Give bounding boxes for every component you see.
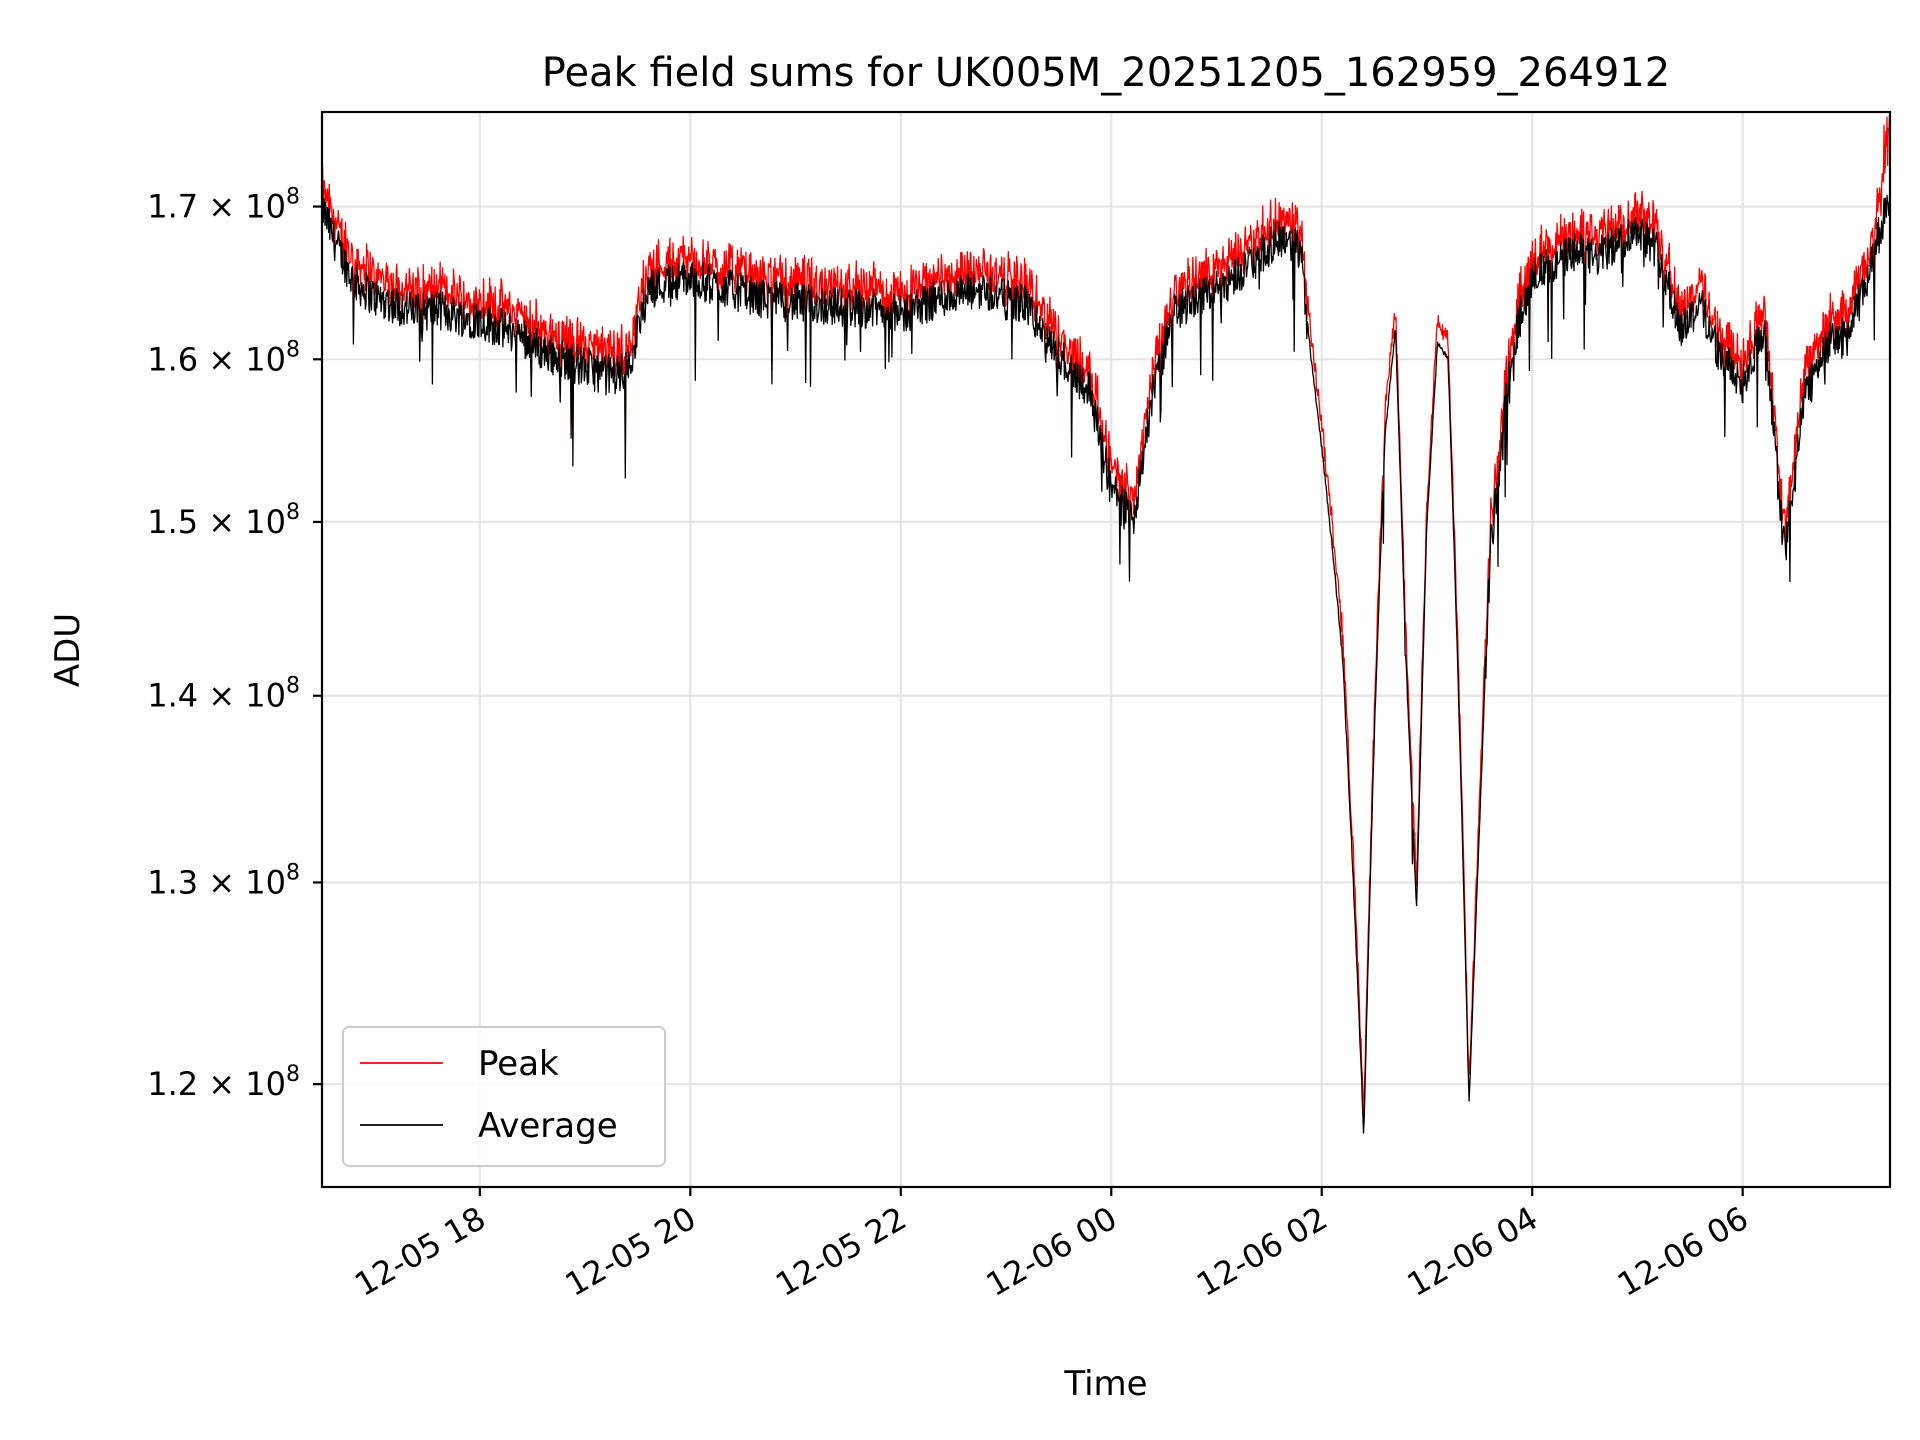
x-tick-label: 12-05 18 [348, 1199, 492, 1304]
x-tick-label: 12-06 06 [1611, 1199, 1755, 1304]
x-tick-label: 12-05 22 [769, 1199, 913, 1304]
legend: Peak Average [342, 1026, 666, 1167]
y-tick-label: 1.2 × 108 [147, 1062, 300, 1103]
x-tick-label: 12-06 04 [1401, 1199, 1545, 1304]
series-line-peak [321, 115, 1891, 1119]
y-tick-label: 1.5 × 108 [147, 500, 300, 541]
legend-peak-label: Peak [478, 1044, 559, 1084]
y-axis-label: ADU [48, 613, 88, 687]
plot-frame [320, 110, 1892, 1189]
legend-box [342, 1026, 666, 1167]
grid-layer [322, 112, 1890, 1187]
y-tick-label: 1.7 × 108 [147, 185, 300, 226]
series-line-average [321, 173, 1891, 1134]
series-layer [321, 115, 1891, 1134]
y-tick-label: 1.6 × 108 [147, 337, 300, 378]
y-tick-label: 1.3 × 108 [147, 860, 300, 901]
y-tick-label: 1.4 × 108 [147, 674, 300, 715]
x-tick-label: 12-05 20 [559, 1199, 703, 1304]
chart-title: Peak field sums for UK005M_20251205_1629… [542, 50, 1671, 96]
x-tick-label: 12-06 02 [1190, 1199, 1334, 1304]
x-tick-label: 12-06 00 [980, 1199, 1124, 1304]
legend-average-label: Average [478, 1106, 618, 1146]
x-axis-label: Time [1063, 1364, 1147, 1404]
